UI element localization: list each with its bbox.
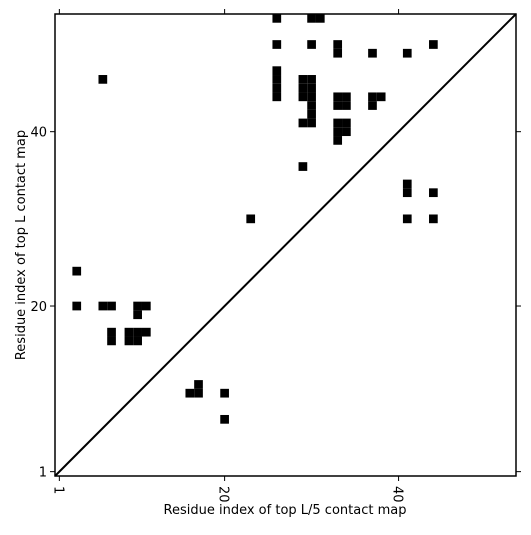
contact-cell xyxy=(307,14,316,23)
contact-cell xyxy=(333,118,343,128)
diagonal xyxy=(54,13,517,477)
contact-cell xyxy=(402,48,412,58)
contact-cell xyxy=(185,388,195,398)
contact-cell xyxy=(98,75,108,84)
contact-cell xyxy=(307,101,316,110)
contact-cell xyxy=(333,101,343,110)
x-axis-label: Residue index of top L/5 contact map xyxy=(164,503,407,518)
contact-cell xyxy=(107,301,116,311)
contact-cell xyxy=(141,301,151,311)
contact-cell xyxy=(124,327,134,337)
y-axis-label: Residue index of top L contact map xyxy=(14,130,29,360)
contact-cell xyxy=(133,301,142,311)
contact-cell xyxy=(220,388,229,398)
contact-cell xyxy=(315,14,325,23)
contact-cell xyxy=(376,92,386,102)
contact-cell xyxy=(333,127,343,137)
contact-cell xyxy=(194,380,203,389)
x-tick-label: 1 xyxy=(50,486,65,494)
contact-cell xyxy=(333,92,343,102)
contact-cell xyxy=(272,14,282,23)
contact-cell xyxy=(307,40,316,49)
contact-cell xyxy=(272,92,282,102)
contact-cell xyxy=(124,336,134,346)
contact-cell xyxy=(333,136,343,145)
contact-cell xyxy=(333,40,343,49)
x-tick-label: 40 xyxy=(390,486,405,503)
contact-cell xyxy=(307,109,316,119)
contact-cell xyxy=(368,92,377,102)
contact-cell xyxy=(342,127,351,137)
contact-cell xyxy=(342,101,351,110)
contact-cell xyxy=(272,40,282,49)
y-tick-label: 20 xyxy=(30,300,47,315)
contact-cell xyxy=(133,336,142,346)
contact-cell xyxy=(298,118,308,128)
contact-cell xyxy=(429,214,438,224)
contact-cell xyxy=(72,266,82,276)
contact-cell xyxy=(298,75,308,84)
contact-cell xyxy=(298,83,308,93)
contact-cell xyxy=(429,188,438,198)
contact-cell xyxy=(342,92,351,102)
contact-cell xyxy=(246,214,256,224)
contact-cell xyxy=(272,75,282,84)
contact-cell xyxy=(298,92,308,102)
contact-cell xyxy=(402,179,412,189)
contact-cell xyxy=(98,301,108,311)
plot-frame xyxy=(54,13,517,477)
contact-cell xyxy=(194,388,203,398)
contact-cell xyxy=(107,327,116,337)
contact-cell xyxy=(72,301,82,311)
contact-cell xyxy=(220,414,229,424)
contact-cell xyxy=(272,83,282,93)
contact-cell xyxy=(307,92,316,102)
contact-cell xyxy=(133,310,142,320)
x-tick-label: 20 xyxy=(216,486,231,503)
contact-cell xyxy=(402,214,412,224)
contact-cell xyxy=(107,336,116,346)
contact-cell xyxy=(307,75,316,84)
contact-cell xyxy=(368,101,377,110)
contact-cell xyxy=(133,327,142,337)
contact-cell xyxy=(307,118,316,128)
contact-cell xyxy=(141,327,151,337)
y-tick-label: 1 xyxy=(39,466,47,481)
contact-cell xyxy=(333,48,343,58)
contact-cell xyxy=(342,118,351,128)
contact-cell xyxy=(272,66,282,76)
contact-cell xyxy=(429,40,438,49)
contact-cell xyxy=(402,188,412,198)
contact-cell xyxy=(307,83,316,93)
contact-cell xyxy=(368,48,377,58)
y-tick-label: 40 xyxy=(30,126,47,141)
contact-cell xyxy=(298,162,308,171)
